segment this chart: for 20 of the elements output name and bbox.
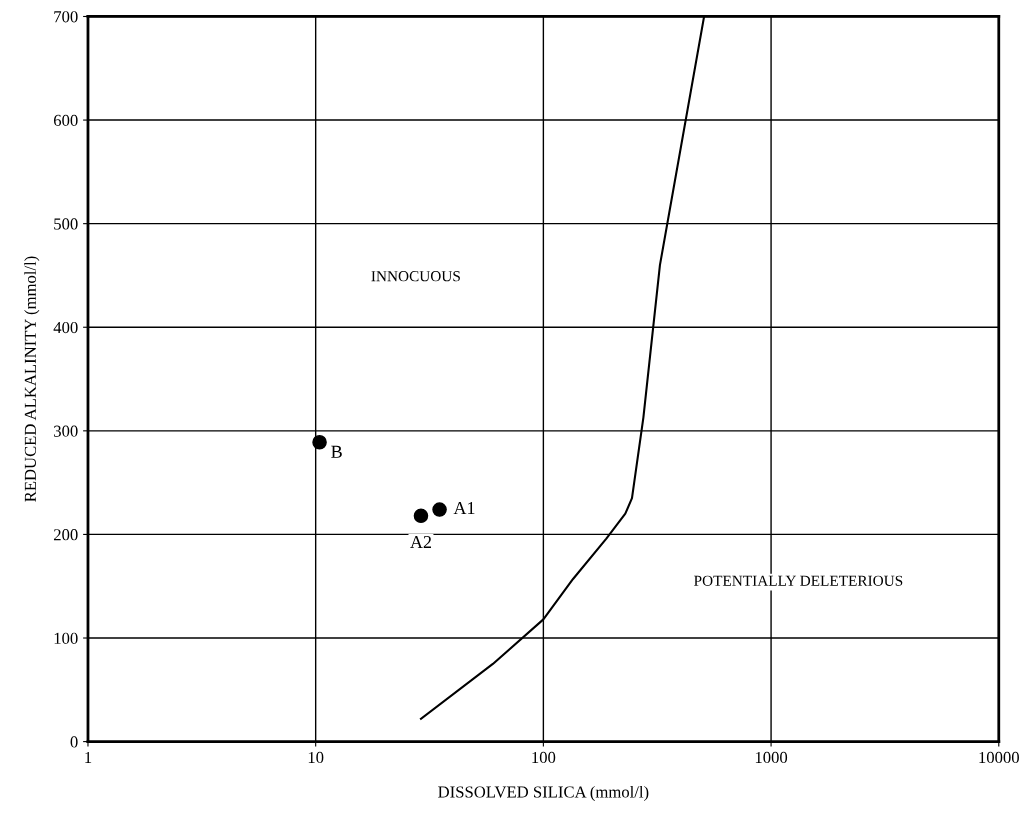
annotation: POTENTIALLY DELETERIOUS: [694, 575, 903, 586]
x-tick-label: 1: [85, 751, 92, 763]
y-tick-label: 0: [70, 736, 78, 748]
annotation: B: [331, 445, 342, 458]
x-tick-label: 10: [308, 751, 324, 764]
y-tick-label: 100: [54, 632, 78, 644]
x-tick-label: 10000: [979, 751, 1019, 764]
y-tick-label: 300: [54, 425, 78, 437]
annotation: A1: [453, 501, 475, 514]
y-tick-label: 600: [53, 114, 78, 127]
y-axis-title: REDUCED ALKALINITY (mmol/l): [24, 256, 40, 502]
x-axis-title: DISSOLVED SILICA (mmol/l): [438, 785, 649, 801]
y-tick-label: 400: [53, 321, 78, 334]
y-tick-label: 200: [53, 529, 78, 541]
x-tick-label: 1000: [755, 751, 788, 764]
y-tick-label: 700: [54, 11, 78, 23]
annotation: A2: [410, 535, 431, 548]
x-tick-label: 100: [532, 751, 556, 764]
y-tick-label: 500: [54, 218, 78, 230]
annotation: INNOCUOUS: [371, 271, 460, 282]
